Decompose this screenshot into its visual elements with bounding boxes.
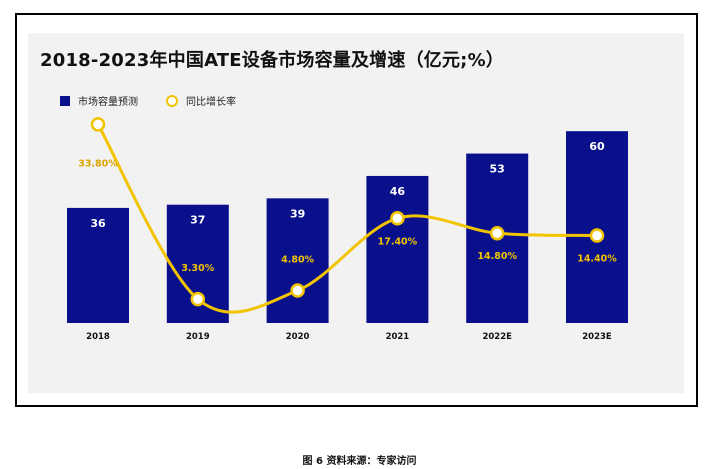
bar — [366, 175, 429, 323]
growth-value-label: 17.40% — [378, 236, 418, 247]
x-tick-label: 2018 — [86, 332, 110, 342]
legend-line-label: 同比增长率 — [186, 97, 236, 108]
growth-value-label: 14.80% — [477, 251, 517, 262]
growth-value-label: 33.80% — [78, 158, 118, 169]
bar-value-label: 39 — [290, 207, 305, 220]
growth-marker — [589, 228, 605, 243]
growth-value-label: 4.80% — [281, 254, 314, 265]
x-tick-label: 2020 — [286, 332, 310, 342]
chart-title: 2018-2023年中国ATE设备市场容量及增速（亿元;%） — [40, 50, 505, 71]
growth-marker — [290, 283, 305, 298]
bar — [266, 198, 329, 323]
x-tick-label: 2019 — [186, 332, 210, 342]
bar-value-label: 46 — [390, 185, 406, 198]
x-tick-label: 2021 — [386, 332, 410, 342]
bar-value-label: 37 — [190, 214, 205, 227]
legend-line-swatch — [166, 94, 178, 107]
bar — [566, 131, 628, 323]
legend-bar-label: 市场容量预测 — [78, 97, 138, 108]
growth-marker — [390, 211, 405, 226]
growth-marker — [489, 225, 505, 241]
bar-value-label: 36 — [90, 217, 106, 230]
growth-value-label: 14.40% — [577, 253, 617, 264]
growth-marker — [190, 291, 206, 307]
figure-caption: 图 6 资料来源：专家访问 — [302, 456, 417, 467]
growth-value-label: 3.30% — [181, 263, 214, 274]
bar-value-label: 53 — [490, 163, 505, 176]
bar — [67, 207, 129, 323]
bar-value-label: 60 — [589, 140, 605, 153]
growth-marker — [90, 117, 106, 132]
legend-bar-swatch — [60, 95, 70, 106]
legend: 市场容量预测 同比增长率 — [60, 93, 236, 108]
x-tick-label: 2022E — [482, 332, 512, 342]
x-tick-label: 2023E — [582, 332, 612, 342]
